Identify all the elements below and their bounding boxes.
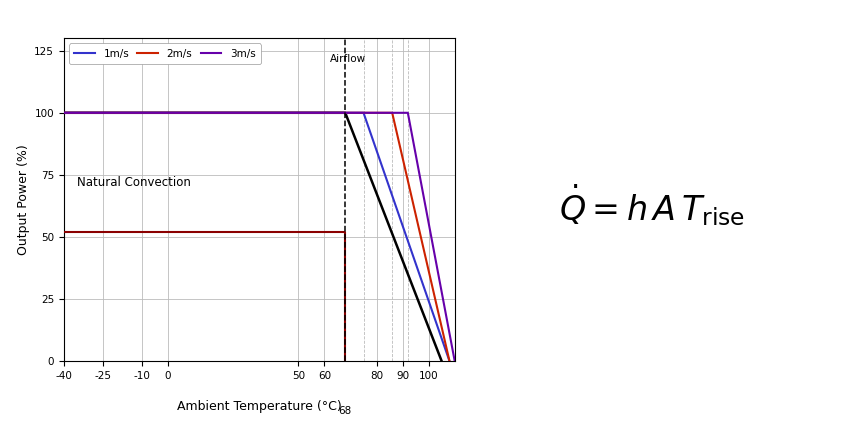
Legend: 1m/s, 2m/s, 3m/s: 1m/s, 2m/s, 3m/s	[69, 43, 261, 64]
Y-axis label: Output Power (%): Output Power (%)	[17, 144, 30, 255]
Text: 68: 68	[338, 406, 352, 416]
Text: Airflow: Airflow	[330, 54, 366, 64]
Text: $\dot{Q} = h \, A \, T_{\rm rise}$: $\dot{Q} = h \, A \, T_{\rm rise}$	[558, 182, 745, 228]
X-axis label: Ambient Temperature (°C): Ambient Temperature (°C)	[177, 400, 342, 414]
Text: Natural Convection: Natural Convection	[76, 176, 190, 189]
